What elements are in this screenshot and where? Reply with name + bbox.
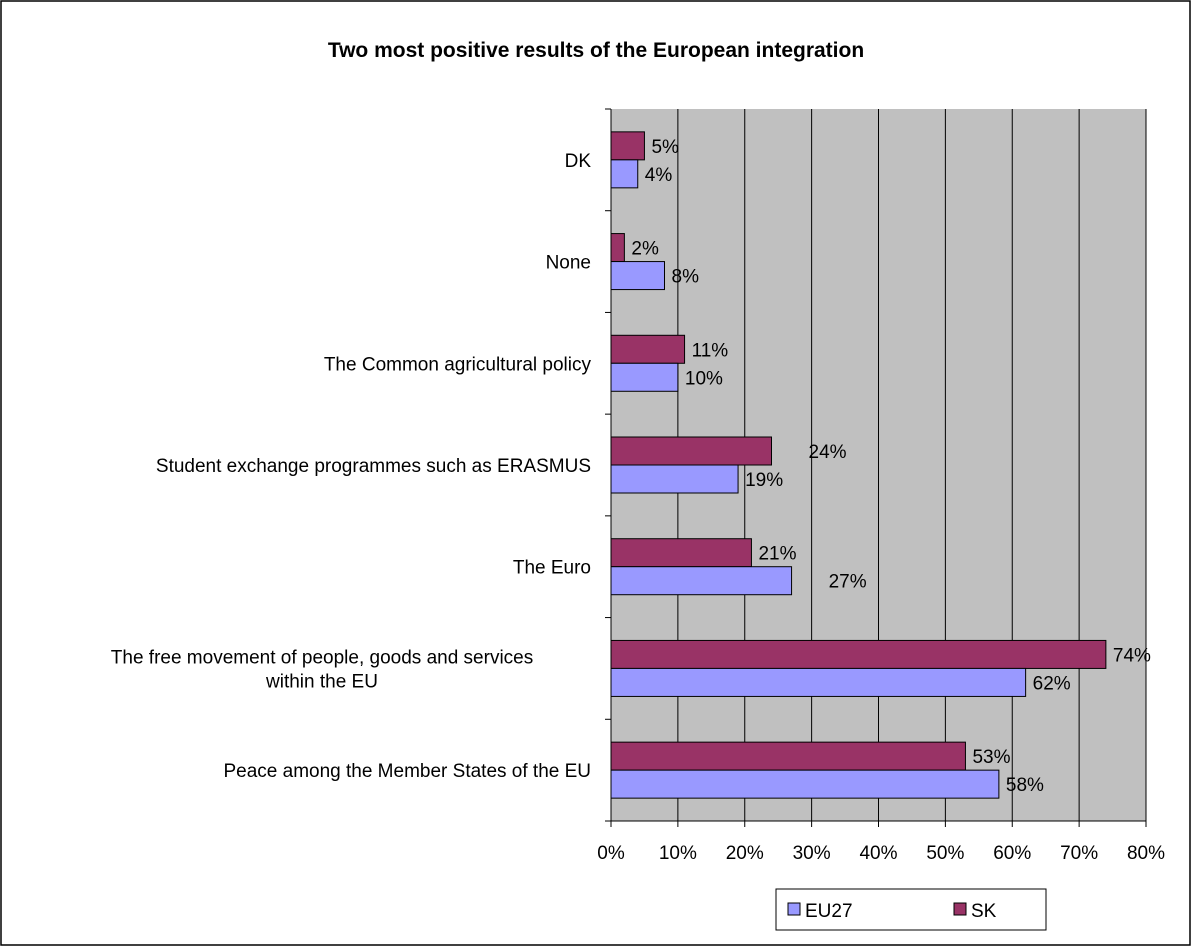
bar-sk bbox=[610, 131, 645, 161]
x-tick-label: 30% bbox=[793, 843, 831, 864]
legend-box bbox=[775, 888, 1047, 931]
category-label-line: The Common agricultural policy bbox=[324, 354, 592, 375]
category-label: Peace among the Member States of the EU bbox=[223, 761, 591, 782]
bar-eu27 bbox=[610, 769, 1000, 799]
data-label: 21% bbox=[758, 544, 796, 565]
x-tick-label: 0% bbox=[597, 843, 625, 864]
category-label: Student exchange programmes such as ERAS… bbox=[156, 456, 591, 477]
category-label-line: DK bbox=[565, 151, 592, 172]
bar-sk bbox=[610, 639, 1107, 669]
data-label: 8% bbox=[672, 267, 700, 288]
legend-label-eu27: EU27 bbox=[805, 901, 853, 922]
bar-sk bbox=[610, 233, 625, 263]
x-tick-label: 20% bbox=[726, 843, 764, 864]
category-label-line: Peace among the Member States of the EU bbox=[223, 761, 591, 782]
legend-swatch-sk bbox=[953, 902, 967, 916]
data-label: 62% bbox=[1033, 673, 1071, 694]
bar-sk bbox=[610, 436, 772, 466]
x-tick-label: 40% bbox=[859, 843, 897, 864]
data-label: 19% bbox=[745, 470, 783, 491]
data-label: 58% bbox=[1006, 775, 1044, 796]
bar-sk bbox=[610, 538, 752, 568]
category-label-line: None bbox=[546, 253, 591, 274]
chart-title: Two most positive results of the Europea… bbox=[328, 39, 864, 62]
category-label: None bbox=[546, 253, 591, 274]
category-label: The Common agricultural policy bbox=[324, 354, 592, 375]
x-tick-label: 70% bbox=[1060, 843, 1098, 864]
category-label-line: Student exchange programmes such as ERAS… bbox=[156, 456, 591, 477]
data-label: 2% bbox=[631, 239, 659, 260]
category-label: DK bbox=[565, 151, 592, 172]
bar-sk bbox=[610, 741, 966, 771]
x-tick-label: 80% bbox=[1127, 843, 1165, 864]
bar-eu27 bbox=[610, 362, 679, 392]
category-label: The free movement of people, goods and s… bbox=[111, 647, 533, 692]
category-label-line: The Euro bbox=[513, 558, 591, 579]
bar-sk bbox=[610, 334, 686, 364]
data-label: 24% bbox=[809, 442, 847, 463]
data-label: 5% bbox=[651, 137, 679, 158]
data-label: 11% bbox=[692, 340, 729, 361]
bar-eu27 bbox=[610, 667, 1027, 697]
x-tick-label: 10% bbox=[659, 843, 697, 864]
bar-eu27 bbox=[610, 464, 739, 494]
legend: EU27 SK bbox=[775, 888, 1047, 931]
data-label: 74% bbox=[1113, 645, 1151, 666]
bar-eu27 bbox=[610, 566, 793, 596]
category-label: The Euro bbox=[513, 558, 591, 579]
plot-area: 0% 10% 20% 30% 40% 50% 60% 70% 80% 5% 4% DK 2% 8% None… bbox=[111, 108, 1165, 864]
bar-eu27 bbox=[610, 159, 639, 189]
bar-eu27 bbox=[610, 261, 665, 291]
category-label-line: The free movement of people, goods and s… bbox=[111, 647, 533, 668]
legend-swatch-eu27 bbox=[787, 902, 801, 916]
data-label: 27% bbox=[829, 572, 867, 593]
x-tick-label: 60% bbox=[993, 843, 1031, 864]
x-tick-label: 50% bbox=[926, 843, 964, 864]
data-label: 53% bbox=[972, 747, 1010, 768]
category-label-line: within the EU bbox=[265, 671, 378, 692]
data-label: 4% bbox=[645, 165, 673, 186]
legend-label-sk: SK bbox=[971, 901, 997, 922]
data-label: 10% bbox=[685, 368, 723, 389]
